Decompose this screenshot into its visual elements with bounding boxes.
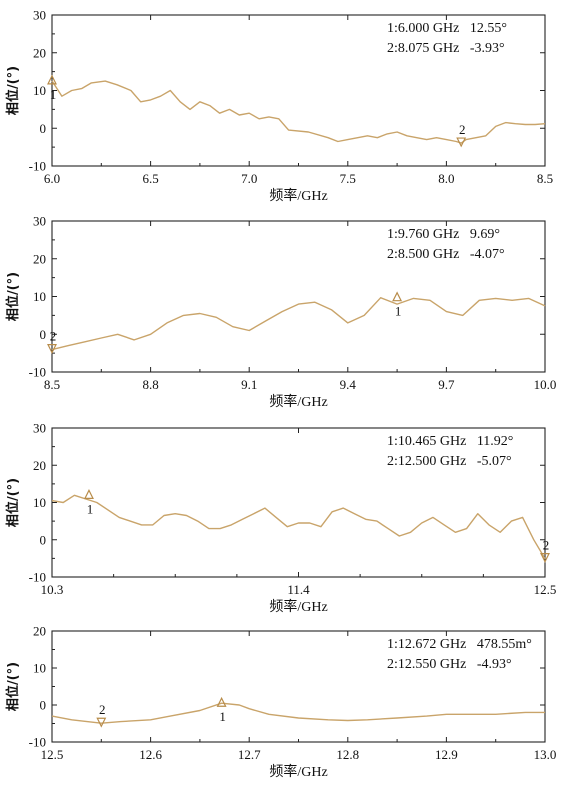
y-axis-title: 相位/(°) <box>5 478 21 527</box>
marker-1-label: 1 <box>219 709 226 724</box>
phase-trace <box>51 297 546 351</box>
y-tick-label: 20 <box>33 251 46 266</box>
marker-1-label: 1 <box>87 501 94 516</box>
marker-readout-1: 1:12.672 GHz 478.55m° <box>387 637 532 652</box>
x-tick-label: 7.5 <box>340 171 356 186</box>
y-tick-label: 20 <box>33 45 46 60</box>
y-tick-label: 10 <box>33 83 46 98</box>
x-tick-label: 6.0 <box>44 171 60 186</box>
y-axis-title: 相位/(°) <box>5 66 21 115</box>
marker-readout-2: 2:12.550 GHz -4.93° <box>387 657 512 672</box>
marker-2-triangle <box>47 344 57 354</box>
x-tick-label: 9.4 <box>340 377 357 392</box>
plot-frame <box>51 220 546 373</box>
marker-readout-2: 2:12.500 GHz -5.07° <box>387 454 512 469</box>
x-tick-label: 9.7 <box>438 377 455 392</box>
x-tick-label: 13.0 <box>534 747 557 762</box>
x-tick-label: 6.5 <box>142 171 158 186</box>
marker-1-label: 1 <box>50 87 57 102</box>
y-tick-label: 10 <box>33 661 46 676</box>
x-axis-title: 频率/GHz <box>269 598 327 615</box>
marker-1-triangle <box>392 291 403 302</box>
marker-2-triangle <box>540 553 550 563</box>
phase-trace <box>51 494 546 559</box>
marker-readout-2: 2:8.075 GHz -3.93° <box>387 41 505 56</box>
x-tick-label: 11.4 <box>287 582 310 597</box>
x-tick-label: 8.8 <box>142 377 158 392</box>
y-tick-label: 30 <box>33 421 46 436</box>
marker-2-label: 2 <box>99 702 106 717</box>
y-tick-label: 0 <box>40 698 47 713</box>
x-tick-label: 10.3 <box>41 582 64 597</box>
x-tick-label: 8.5 <box>537 171 553 186</box>
chart-panel-2: 30 20 10 0 -108.5 8.8 9.1 9.4 9.7 10.0 频率/GHz 相位/(°… <box>5 214 556 411</box>
y-tick-label: 30 <box>33 214 46 229</box>
y-tick-label: 20 <box>33 458 46 473</box>
x-tick-label: 8.5 <box>44 377 60 392</box>
y-axis-title: 相位/(°) <box>5 662 21 711</box>
x-tick-label: 12.6 <box>139 747 162 762</box>
x-axis-title: 频率/GHz <box>269 187 327 204</box>
plot-frame <box>51 14 546 167</box>
x-tick-label: 9.1 <box>241 377 257 392</box>
x-tick-label: 12.5 <box>534 582 557 597</box>
marker-2-label: 2 <box>543 538 550 553</box>
marker-readout-1: 1:10.465 GHz 11.92° <box>387 434 513 449</box>
phase-trace <box>51 80 546 144</box>
y-tick-label: 0 <box>40 327 47 342</box>
x-tick-label: 10.0 <box>534 377 557 392</box>
y-tick-label: 20 <box>33 624 46 639</box>
y-tick-label: 0 <box>40 532 47 547</box>
marker-2-label: 2 <box>459 122 466 137</box>
x-tick-label: 7.0 <box>241 171 257 186</box>
marker-readout-2: 2:8.500 GHz -4.07° <box>387 247 505 262</box>
marker-1-triangle <box>216 696 227 707</box>
marker-2-triangle <box>456 137 467 148</box>
y-axis-title: 相位/(°) <box>5 272 21 321</box>
marker-2-triangle <box>96 717 107 728</box>
phase-trace <box>51 702 545 724</box>
x-tick-label: 8.0 <box>438 171 454 186</box>
x-axis-title: 频率/GHz <box>269 763 327 780</box>
y-tick-label: 10 <box>33 289 46 304</box>
marker-1-triangle <box>84 489 94 499</box>
y-tick-label: 0 <box>40 121 47 136</box>
x-tick-label: 12.7 <box>238 747 261 762</box>
marker-1-label: 1 <box>395 304 402 319</box>
marker-1-triangle <box>47 74 57 85</box>
marker-readout-1: 1:9.760 GHz 9.69° <box>387 227 500 242</box>
chart-panel-1: 30 20 10 0 -106.0 6.5 7.0 7.5 8.0 8.5 频率/GHz 相位/(°)… <box>5 8 553 205</box>
y-tick-label: -10 <box>29 159 46 174</box>
plot-frame <box>51 427 546 578</box>
y-tick-label: -10 <box>29 570 46 585</box>
y-tick-label: -10 <box>29 365 46 380</box>
y-tick-label: 10 <box>33 495 46 510</box>
y-tick-label: 30 <box>33 8 46 23</box>
x-axis-title: 频率/GHz <box>269 393 327 410</box>
x-tick-label: 12.8 <box>336 747 359 762</box>
marker-readout-1: 1:6.000 GHz 12.55° <box>387 21 507 36</box>
marker-2-label: 2 <box>50 329 57 344</box>
y-tick-label: -10 <box>29 735 46 750</box>
x-tick-label: 12.5 <box>41 747 64 762</box>
x-tick-label: 12.9 <box>435 747 458 762</box>
